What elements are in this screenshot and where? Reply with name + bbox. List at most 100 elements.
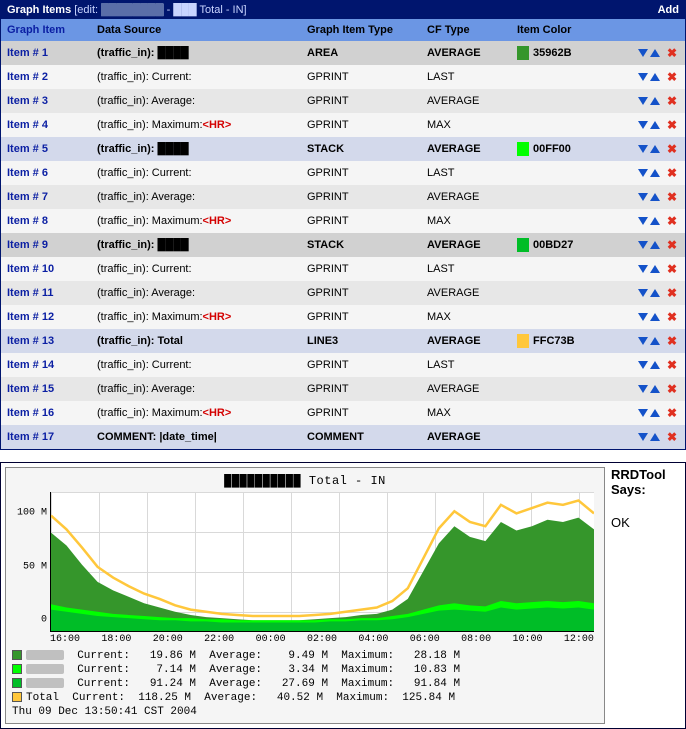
color-swatch [517, 334, 529, 348]
delete-icon[interactable]: ✖ [667, 70, 677, 84]
delete-icon[interactable]: ✖ [667, 94, 677, 108]
move-down-icon[interactable] [638, 121, 648, 129]
graph-preview-panel: ██████████ Total - IN 050 M100 M 16:0018… [0, 462, 686, 729]
x-tick: 08:00 [461, 634, 491, 645]
move-up-icon[interactable] [650, 169, 660, 177]
move-up-icon[interactable] [650, 289, 660, 297]
move-down-icon[interactable] [638, 385, 648, 393]
type-cell: GPRINT [301, 357, 421, 373]
delete-icon[interactable]: ✖ [667, 238, 677, 252]
delete-icon[interactable]: ✖ [667, 190, 677, 204]
move-up-icon[interactable] [650, 433, 660, 441]
move-down-icon[interactable] [638, 193, 648, 201]
x-tick: 12:00 [564, 634, 594, 645]
item-link[interactable]: Item # 10 [1, 261, 91, 277]
table-row: Item # 13(traffic_in): TotalLINE3AVERAGE… [1, 329, 685, 353]
item-link[interactable]: Item # 6 [1, 165, 91, 181]
move-down-icon[interactable] [638, 313, 648, 321]
move-up-icon[interactable] [650, 217, 660, 225]
move-up-icon[interactable] [650, 385, 660, 393]
move-up-icon[interactable] [650, 121, 660, 129]
y-tick: 50 M [13, 561, 47, 572]
item-link[interactable]: Item # 4 [1, 117, 91, 133]
move-down-icon[interactable] [638, 145, 648, 153]
delete-icon[interactable]: ✖ [667, 118, 677, 132]
move-up-icon[interactable] [650, 265, 660, 273]
move-down-icon[interactable] [638, 241, 648, 249]
panel-title: Graph Items [edit: ████████ - ███ Total … [7, 4, 247, 16]
delete-icon[interactable]: ✖ [667, 430, 677, 444]
color-hex: FFC73B [533, 335, 575, 347]
item-link[interactable]: Item # 13 [1, 333, 91, 349]
table-row: Item # 9(traffic_in): ████STACKAVERAGE00… [1, 233, 685, 257]
data-source-cell: (traffic_in): Average: [91, 285, 301, 301]
graph-title: ██████████ Total - IN [10, 472, 600, 492]
actions-cell: ✖ [591, 236, 685, 254]
move-down-icon[interactable] [638, 433, 648, 441]
move-down-icon[interactable] [638, 73, 648, 81]
legend-row: Current: 7.14 M Average: 3.34 M Maximum:… [12, 663, 598, 677]
move-up-icon[interactable] [650, 73, 660, 81]
move-up-icon[interactable] [650, 361, 660, 369]
delete-icon[interactable]: ✖ [667, 382, 677, 396]
add-link[interactable]: Add [658, 4, 679, 16]
delete-icon[interactable]: ✖ [667, 46, 677, 60]
color-cell: 00BD27 [511, 236, 591, 254]
move-down-icon[interactable] [638, 169, 648, 177]
move-up-icon[interactable] [650, 193, 660, 201]
move-down-icon[interactable] [638, 49, 648, 57]
delete-icon[interactable]: ✖ [667, 334, 677, 348]
item-link[interactable]: Item # 15 [1, 381, 91, 397]
graph-timestamp: Thu 09 Dec 13:50:41 CST 2004 [12, 705, 598, 719]
data-source-cell: (traffic_in): Average: [91, 93, 301, 109]
move-down-icon[interactable] [638, 289, 648, 297]
move-up-icon[interactable] [650, 409, 660, 417]
table-row: Item # 4(traffic_in): Maximum:<HR>GPRINT… [1, 113, 685, 137]
item-link[interactable]: Item # 14 [1, 357, 91, 373]
actions-cell: ✖ [591, 44, 685, 62]
move-up-icon[interactable] [650, 337, 660, 345]
move-up-icon[interactable] [650, 313, 660, 321]
move-down-icon[interactable] [638, 265, 648, 273]
item-link[interactable]: Item # 3 [1, 93, 91, 109]
delete-icon[interactable]: ✖ [667, 358, 677, 372]
item-link[interactable]: Item # 11 [1, 285, 91, 301]
move-up-icon[interactable] [650, 145, 660, 153]
move-up-icon[interactable] [650, 49, 660, 57]
move-up-icon[interactable] [650, 97, 660, 105]
move-down-icon[interactable] [638, 217, 648, 225]
cf-cell: LAST [421, 165, 511, 181]
chart-area: 050 M100 M [50, 492, 594, 632]
cf-cell: MAX [421, 213, 511, 229]
col-actions [591, 22, 685, 38]
delete-icon[interactable]: ✖ [667, 166, 677, 180]
delete-icon[interactable]: ✖ [667, 310, 677, 324]
col-item-color: Item Color [511, 22, 591, 38]
actions-cell: ✖ [591, 404, 685, 422]
item-link[interactable]: Item # 16 [1, 405, 91, 421]
item-link[interactable]: Item # 9 [1, 237, 91, 253]
move-down-icon[interactable] [638, 97, 648, 105]
cf-cell: MAX [421, 309, 511, 325]
move-down-icon[interactable] [638, 409, 648, 417]
move-up-icon[interactable] [650, 241, 660, 249]
delete-icon[interactable]: ✖ [667, 406, 677, 420]
col-cf-type: CF Type [421, 22, 511, 38]
delete-icon[interactable]: ✖ [667, 286, 677, 300]
item-link[interactable]: Item # 8 [1, 213, 91, 229]
item-link[interactable]: Item # 5 [1, 141, 91, 157]
move-down-icon[interactable] [638, 361, 648, 369]
x-tick: 02:00 [307, 634, 337, 645]
type-cell: GPRINT [301, 93, 421, 109]
item-link[interactable]: Item # 2 [1, 69, 91, 85]
item-link[interactable]: Item # 17 [1, 429, 91, 445]
chart-svg [51, 492, 594, 631]
delete-icon[interactable]: ✖ [667, 214, 677, 228]
item-link[interactable]: Item # 12 [1, 309, 91, 325]
delete-icon[interactable]: ✖ [667, 142, 677, 156]
item-link[interactable]: Item # 1 [1, 45, 91, 61]
item-link[interactable]: Item # 7 [1, 189, 91, 205]
delete-icon[interactable]: ✖ [667, 262, 677, 276]
move-down-icon[interactable] [638, 337, 648, 345]
color-cell [511, 291, 591, 295]
